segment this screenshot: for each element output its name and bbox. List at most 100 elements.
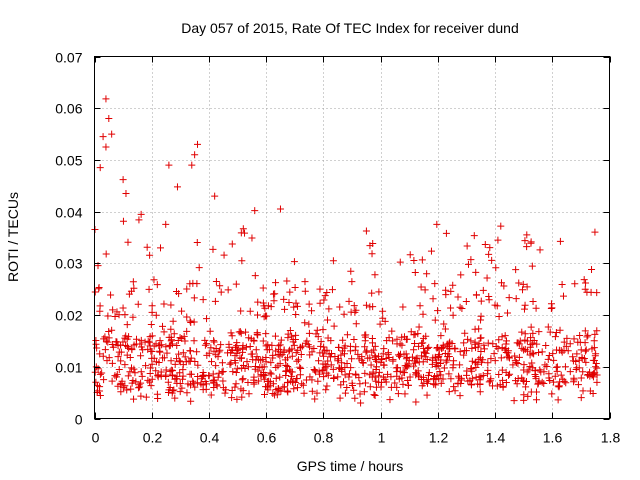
data-point bbox=[108, 377, 116, 385]
data-point bbox=[277, 336, 285, 344]
data-point bbox=[520, 305, 528, 313]
data-point bbox=[451, 344, 459, 352]
data-point bbox=[546, 328, 554, 336]
data-point bbox=[148, 354, 156, 362]
data-point bbox=[380, 361, 388, 369]
data-point bbox=[468, 357, 476, 365]
data-point bbox=[549, 350, 557, 358]
data-point bbox=[494, 345, 502, 353]
data-point bbox=[400, 350, 408, 358]
data-point bbox=[108, 130, 116, 138]
data-point bbox=[193, 238, 201, 246]
data-point bbox=[398, 333, 406, 341]
data-point bbox=[127, 385, 135, 393]
data-point bbox=[270, 297, 278, 305]
data-point bbox=[513, 380, 521, 388]
data-point bbox=[560, 338, 568, 346]
data-point bbox=[544, 323, 552, 331]
data-point bbox=[276, 360, 284, 368]
data-point bbox=[245, 390, 253, 398]
data-point bbox=[147, 321, 155, 329]
data-point bbox=[393, 335, 401, 343]
data-point bbox=[102, 95, 110, 103]
data-point bbox=[272, 279, 280, 287]
data-point bbox=[527, 388, 535, 396]
data-point bbox=[518, 328, 526, 336]
data-point bbox=[429, 295, 437, 303]
data-point bbox=[162, 372, 170, 380]
data-point bbox=[341, 389, 349, 397]
data-point bbox=[371, 271, 379, 279]
data-point bbox=[175, 357, 183, 365]
data-point bbox=[527, 323, 535, 331]
data-point bbox=[462, 347, 470, 355]
data-point bbox=[527, 334, 535, 342]
data-point bbox=[536, 246, 544, 254]
data-point bbox=[502, 345, 510, 353]
data-point bbox=[263, 383, 271, 391]
data-point bbox=[558, 348, 566, 356]
data-point bbox=[239, 225, 247, 233]
data-point bbox=[427, 247, 435, 255]
data-point bbox=[162, 343, 170, 351]
data-point bbox=[559, 292, 567, 300]
data-point bbox=[410, 346, 418, 354]
data-point bbox=[523, 347, 531, 355]
data-point bbox=[590, 369, 598, 377]
data-point bbox=[165, 342, 173, 350]
data-point bbox=[146, 251, 154, 259]
data-point bbox=[233, 365, 241, 373]
data-point bbox=[371, 342, 379, 350]
data-point bbox=[232, 368, 240, 376]
data-point bbox=[492, 264, 500, 272]
data-point bbox=[368, 335, 376, 343]
data-point bbox=[250, 380, 258, 388]
data-point bbox=[566, 368, 574, 376]
x-tick-label: 0.8 bbox=[314, 430, 334, 446]
data-point bbox=[104, 312, 112, 320]
data-point bbox=[276, 352, 284, 360]
data-point bbox=[154, 395, 162, 403]
data-point bbox=[135, 216, 143, 224]
data-point bbox=[456, 348, 464, 356]
data-point bbox=[576, 331, 584, 339]
data-point bbox=[535, 328, 543, 336]
data-point bbox=[207, 391, 215, 399]
data-point bbox=[265, 346, 273, 354]
data-point bbox=[297, 364, 305, 372]
data-point bbox=[545, 370, 553, 378]
data-point bbox=[169, 367, 177, 375]
data-point bbox=[366, 303, 374, 311]
data-point bbox=[564, 347, 572, 355]
data-point bbox=[336, 394, 344, 402]
data-point bbox=[259, 299, 267, 307]
data-point bbox=[130, 395, 138, 403]
data-point bbox=[424, 376, 432, 384]
data-point bbox=[193, 379, 201, 387]
data-point bbox=[510, 397, 518, 405]
data-point bbox=[369, 240, 377, 248]
data-point bbox=[476, 354, 484, 362]
data-point bbox=[580, 276, 588, 284]
data-point bbox=[475, 373, 483, 381]
data-point bbox=[370, 391, 378, 399]
data-point bbox=[343, 359, 351, 367]
data-point bbox=[125, 344, 133, 352]
data-point bbox=[475, 340, 483, 348]
data-point bbox=[437, 356, 445, 364]
data-point bbox=[557, 371, 565, 379]
data-point bbox=[269, 351, 277, 359]
data-point bbox=[195, 264, 203, 272]
data-point bbox=[159, 354, 167, 362]
data-point bbox=[92, 378, 100, 386]
data-point bbox=[145, 285, 153, 293]
data-point bbox=[379, 314, 387, 322]
data-point bbox=[306, 351, 314, 359]
data-point bbox=[572, 366, 580, 374]
data-point bbox=[418, 352, 426, 360]
data-point bbox=[325, 350, 333, 358]
data-point bbox=[376, 320, 384, 328]
data-point bbox=[590, 344, 598, 352]
data-point bbox=[317, 342, 325, 350]
data-point bbox=[524, 392, 532, 400]
